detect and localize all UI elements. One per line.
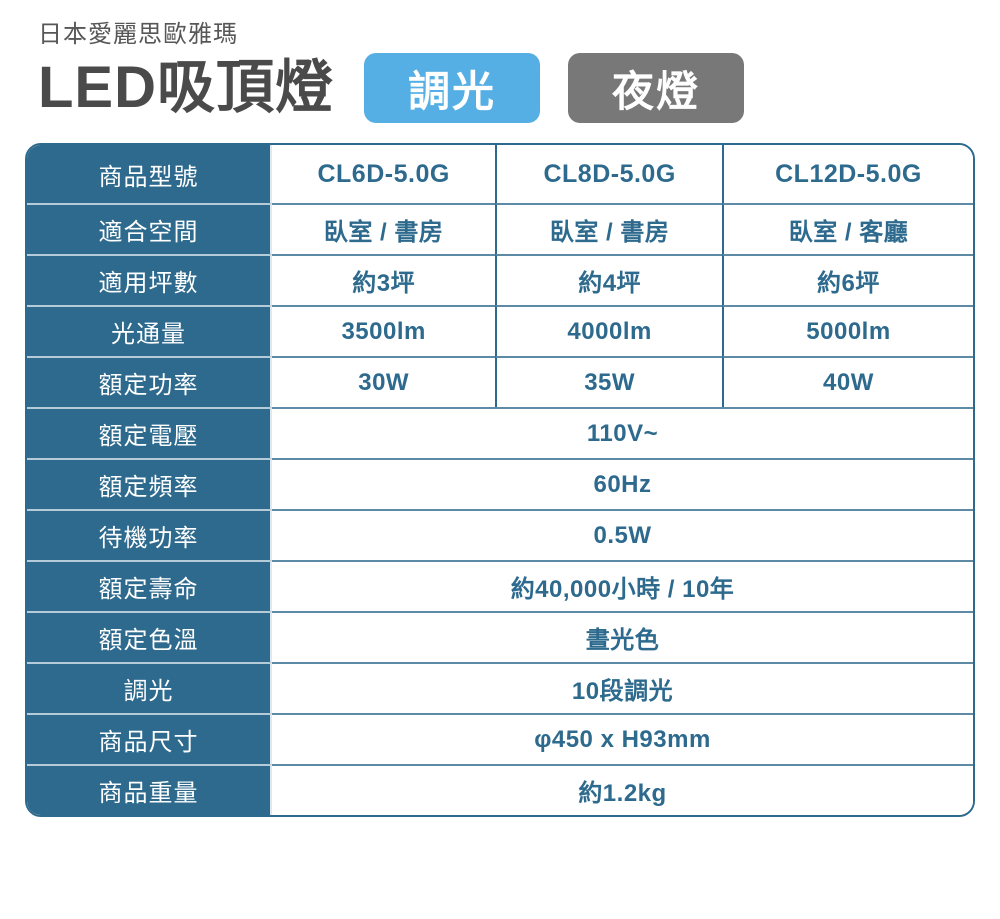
- row-value-merged: φ450 x H93mm: [272, 713, 973, 764]
- row-value: 30W: [272, 356, 496, 407]
- row-label: 額定壽命: [27, 560, 272, 611]
- spec-table-row: 商品重量 約1.2kg: [27, 764, 973, 815]
- spec-table-row: 額定電壓 110V~: [27, 407, 973, 458]
- row-label: 額定色溫: [27, 611, 272, 662]
- spec-table-body: 商品型號 CL6D-5.0G CL8D-5.0G CL12D-5.0G 適合空間 臥室 /…: [27, 145, 973, 815]
- row-value-merged: 約1.2kg: [272, 764, 973, 815]
- row-value: 35W: [495, 356, 722, 407]
- row-label: 適合空間: [27, 203, 272, 254]
- row-label: 待機功率: [27, 509, 272, 560]
- row-value: 約3坪: [272, 254, 496, 305]
- row-value: 40W: [721, 356, 973, 407]
- row-value: 約4坪: [495, 254, 722, 305]
- row-value: 約6坪: [721, 254, 973, 305]
- row-value: 4000lm: [495, 305, 722, 356]
- row-value: 5000lm: [721, 305, 973, 356]
- spec-table-row: 額定頻率 60Hz: [27, 458, 973, 509]
- row-label: 額定電壓: [27, 407, 272, 458]
- brand-text: 日本愛麗思歐雅瑪: [38, 21, 238, 48]
- title-row: LED吸頂燈 調光 夜燈: [38, 53, 1000, 123]
- row-value: CL8D-5.0G: [495, 145, 722, 203]
- spec-table-container: 商品型號 CL6D-5.0G CL8D-5.0G CL12D-5.0G 適合空間 臥室 /…: [25, 143, 975, 817]
- row-value: 臥室 / 客廳: [721, 203, 973, 254]
- spec-table-row: 額定功率 30W 35W 40W: [27, 356, 973, 407]
- spec-table-row: 額定色溫 晝光色: [27, 611, 973, 662]
- badge-dimming: 調光: [364, 53, 541, 123]
- spec-table-row: 調光 10段調光: [27, 662, 973, 713]
- row-value-merged: 晝光色: [272, 611, 973, 662]
- row-value-merged: 0.5W: [272, 509, 973, 560]
- row-label: 商品型號: [27, 145, 272, 203]
- row-label: 商品重量: [27, 764, 272, 815]
- spec-table-row: 額定壽命 約40,000小時 / 10年: [27, 560, 973, 611]
- row-value-merged: 110V~: [272, 407, 973, 458]
- row-label: 額定功率: [27, 356, 272, 407]
- spec-table-row: 適用坪數 約3坪 約4坪 約6坪: [27, 254, 973, 305]
- spec-table-header-row: 商品型號 CL6D-5.0G CL8D-5.0G CL12D-5.0G: [27, 145, 973, 203]
- row-value: 臥室 / 書房: [272, 203, 496, 254]
- row-value-merged: 10段調光: [272, 662, 973, 713]
- row-label: 適用坪數: [27, 254, 272, 305]
- row-label: 額定頻率: [27, 458, 272, 509]
- spec-table-row: 待機功率 0.5W: [27, 509, 973, 560]
- row-value-merged: 約40,000小時 / 10年: [272, 560, 973, 611]
- row-label: 調光: [27, 662, 272, 713]
- row-value-merged: 60Hz: [272, 458, 973, 509]
- product-spec-page: 日本愛麗思歐雅瑪 LED吸頂燈 調光 夜燈 商品型號 CL6D-5.0G CL8D-…: [0, 14, 1000, 919]
- spec-table: 商品型號 CL6D-5.0G CL8D-5.0G CL12D-5.0G 適合空間 臥室 /…: [27, 145, 973, 815]
- row-value: 3500lm: [272, 305, 496, 356]
- row-value: 臥室 / 書房: [495, 203, 722, 254]
- row-label: 光通量: [27, 305, 272, 356]
- spec-table-row: 商品尺寸 φ450 x H93mm: [27, 713, 973, 764]
- spec-table-row: 光通量 3500lm 4000lm 5000lm: [27, 305, 973, 356]
- row-value: CL12D-5.0G: [721, 145, 973, 203]
- spec-table-row: 適合空間 臥室 / 書房 臥室 / 書房 臥室 / 客廳: [27, 203, 973, 254]
- page-title: LED吸頂燈: [38, 55, 335, 121]
- row-value: CL6D-5.0G: [272, 145, 496, 203]
- badge-nightlight: 夜燈: [568, 53, 745, 123]
- row-label: 商品尺寸: [27, 713, 272, 764]
